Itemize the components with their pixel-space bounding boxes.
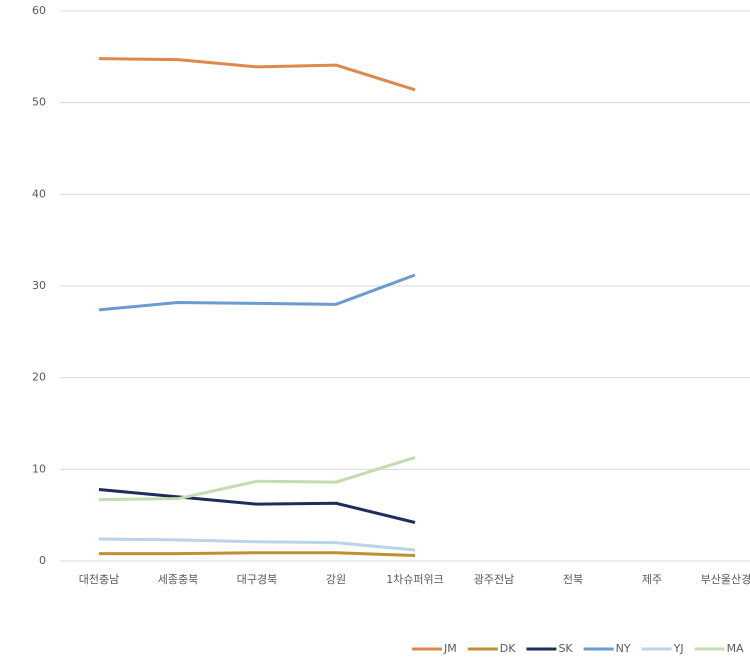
y-tick-label: 0	[39, 554, 46, 567]
x-tick-label: 대전충남	[79, 573, 119, 586]
x-tick-label: 전북	[563, 573, 583, 586]
legend-label: MA	[727, 642, 744, 655]
x-tick-label: 대구경북	[237, 573, 277, 586]
x-tick-label: 강원	[326, 573, 346, 586]
y-tick-label: 10	[32, 462, 46, 475]
x-tick-label: 세종충북	[158, 573, 198, 586]
legend-label: SK	[558, 642, 573, 655]
x-tick-label: 1차슈퍼위크	[386, 573, 444, 586]
y-tick-label: 50	[32, 96, 46, 109]
x-tick-label: 광주전남	[474, 573, 514, 586]
series-line	[98, 537, 416, 552]
y-tick-label: 40	[32, 187, 46, 200]
x-tick-label: 부산울산경남	[701, 573, 750, 586]
series-line	[98, 488, 416, 524]
x-tick-label: 제주	[642, 573, 662, 586]
series-line	[98, 273, 416, 312]
legend-label: YJ	[673, 642, 684, 655]
series-line	[98, 57, 416, 92]
series-line	[98, 455, 416, 502]
y-tick-label: 30	[32, 279, 46, 292]
series-line	[99, 551, 416, 557]
legend-label: NY	[616, 642, 631, 655]
legend-label: DK	[500, 642, 516, 655]
legend-label: JM	[443, 642, 457, 655]
y-tick-label: 20	[32, 371, 46, 384]
y-tick-label: 60	[32, 4, 46, 17]
